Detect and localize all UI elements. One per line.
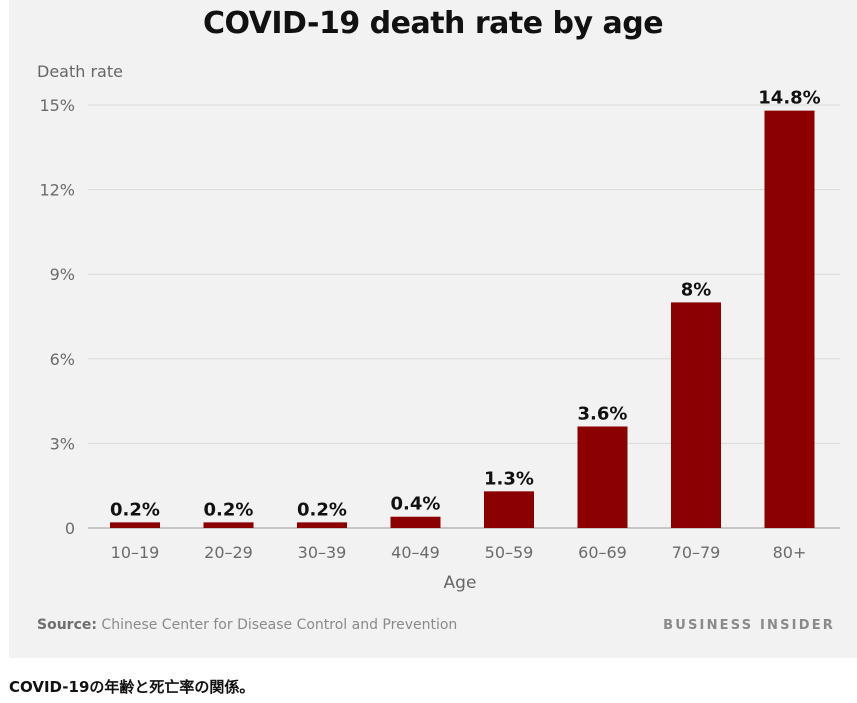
x-tick-label: 80+ bbox=[773, 543, 807, 562]
x-tick-label: 70–79 bbox=[672, 543, 721, 562]
x-tick-label: 10–19 bbox=[111, 543, 160, 562]
image-caption: COVID-19の年齢と死亡率の関係。 bbox=[9, 678, 255, 696]
source-text: Chinese Center for Disease Control and P… bbox=[101, 617, 458, 633]
bar bbox=[297, 522, 347, 528]
source-note: Source: Chinese Center for Disease Contr… bbox=[37, 617, 457, 633]
y-tick-label: 12% bbox=[39, 181, 75, 200]
bar bbox=[203, 522, 254, 528]
y-tick-label: 0 bbox=[65, 519, 75, 538]
bar bbox=[110, 522, 160, 528]
bar bbox=[577, 426, 628, 528]
bar bbox=[484, 491, 534, 528]
x-tick-label: 60–69 bbox=[578, 543, 627, 562]
x-tick-label: 40–49 bbox=[391, 543, 440, 562]
y-tick-label: 3% bbox=[50, 434, 75, 453]
data-label: 0.2% bbox=[297, 499, 347, 520]
x-axis-label: Age bbox=[443, 573, 477, 593]
data-label: 0.2% bbox=[204, 499, 254, 520]
data-label: 0.4% bbox=[391, 494, 441, 515]
bar bbox=[671, 302, 721, 528]
y-axis-label: Death rate bbox=[37, 62, 123, 81]
x-tick-label: 50–59 bbox=[485, 543, 534, 562]
y-tick-label: 6% bbox=[50, 350, 75, 369]
x-tick-label: 30–39 bbox=[298, 543, 347, 562]
chart-title: COVID-19 death rate by age bbox=[202, 6, 664, 41]
y-tick-label: 9% bbox=[50, 265, 75, 284]
data-label: 14.8% bbox=[758, 88, 820, 109]
data-label: 8% bbox=[681, 279, 712, 300]
y-tick-label: 15% bbox=[39, 96, 75, 115]
bar bbox=[764, 110, 815, 528]
bar bbox=[390, 516, 441, 528]
data-label: 1.3% bbox=[484, 468, 534, 489]
data-label: 0.2% bbox=[110, 499, 160, 520]
x-tick-label: 20–29 bbox=[204, 543, 253, 562]
source-label: Source: bbox=[37, 617, 97, 633]
data-label: 3.6% bbox=[578, 403, 628, 424]
brand-logo: BUSINESS INSIDER bbox=[663, 618, 835, 633]
